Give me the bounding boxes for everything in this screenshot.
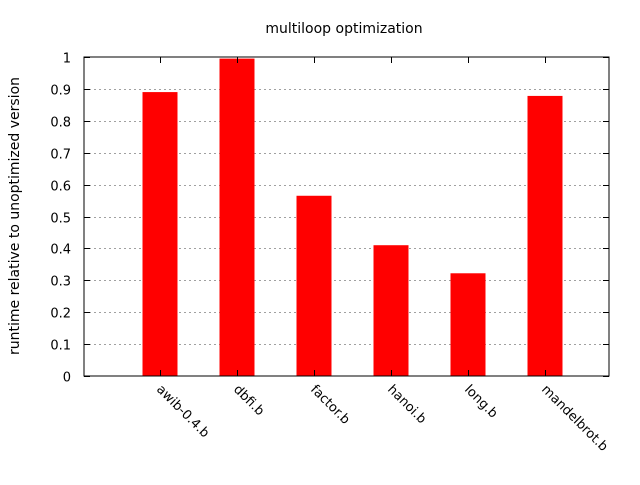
y-tick-label: 0	[63, 371, 71, 386]
bar-mandelbrot-b	[527, 95, 563, 376]
x-category-label: factor.b	[307, 382, 352, 427]
x-category-label: mandelbrot.b	[538, 382, 610, 454]
y-tick-label: 0.6	[50, 180, 71, 195]
x-category-label: awib-0.4.b	[153, 382, 212, 441]
x-axis-categories: awib-0.4.b dbfi.b factor.b hanoi.b long.b man…	[153, 382, 610, 454]
y-axis-ticks: 0 0.1 0.2 0.3 0.4 0.5 0.6 0.7 0.8 0.9 1	[50, 52, 609, 386]
x-category-label: dbfi.b	[230, 382, 267, 419]
y-axis-label: runtime relative to unoptimized version	[7, 77, 23, 355]
bars	[142, 58, 563, 376]
y-tick-label: 0.1	[50, 339, 71, 354]
y-tick-label: 0.9	[50, 84, 71, 99]
y-tick-label: 0.7	[50, 148, 71, 163]
bar-factor-b	[296, 195, 332, 376]
y-tick-label: 0.4	[50, 243, 71, 258]
y-tick-label: 1	[63, 52, 71, 67]
y-tick-label: 0.5	[50, 212, 71, 227]
y-tick-label: 0.8	[50, 116, 71, 131]
bar-hanoi-b	[373, 245, 409, 376]
chart-title: multiloop optimization	[265, 21, 422, 37]
bar-dbfi-b	[219, 58, 255, 376]
y-tick-label: 0.3	[50, 275, 71, 290]
y-tick-label: 0.2	[50, 307, 71, 322]
bar-awib-0-4-b	[142, 92, 178, 376]
plot-frame	[83, 56, 610, 377]
x-category-label: hanoi.b	[384, 382, 429, 427]
bar-long-b	[450, 273, 486, 376]
x-category-label: long.b	[461, 382, 500, 421]
